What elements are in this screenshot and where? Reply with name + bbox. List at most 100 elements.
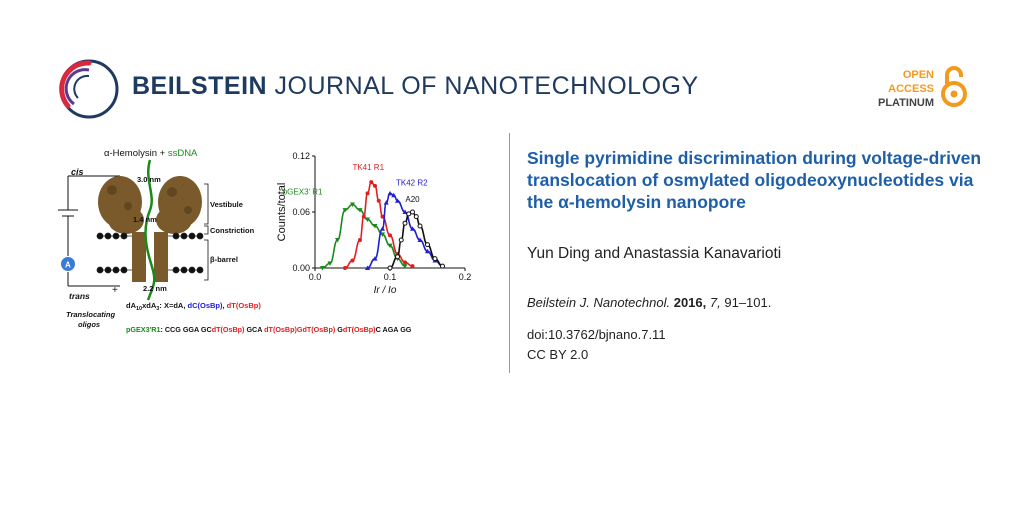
data-point: [372, 224, 378, 229]
data-point: [365, 217, 370, 222]
data-point: [343, 266, 347, 270]
data-point: [395, 254, 400, 260]
data-point: [410, 264, 415, 269]
open-access-badge[interactable]: OPEN ACCESS PLATINUM: [878, 68, 934, 110]
x-tick-label: 0.2: [459, 272, 472, 282]
data-point: [373, 183, 377, 188]
width-mid: 1.4 nm: [133, 215, 157, 224]
data-point: [388, 233, 392, 238]
oa-open: OPEN: [902, 69, 934, 81]
data-point: [403, 260, 407, 265]
histogram-chart: 0.00 0.06 0.12 0.0 0.1 0.2 Counts/total Ir / Io…: [276, 151, 471, 296]
y-axis-label: Counts/total: [276, 183, 288, 242]
width-top: 3.0 nm: [137, 175, 161, 184]
citation-journal: Beilstein J. Nanotechnol.: [527, 295, 671, 310]
series-line: [344, 181, 413, 269]
data-point: [335, 238, 340, 243]
data-point: [410, 209, 415, 215]
data-point: [402, 209, 408, 214]
series-label: A20: [405, 195, 420, 204]
data-point: [406, 211, 412, 217]
data-point: [387, 243, 393, 249]
sequence-part: dT(OsBp): [343, 325, 376, 334]
series-label: TK41 R1: [352, 163, 384, 172]
series-label: pGEX3' R1: [283, 188, 323, 197]
data-point: [402, 264, 408, 269]
diagram-heading-prefix: α-Hemolysin +: [104, 148, 168, 159]
trans-label: trans: [69, 291, 90, 301]
data-point: [376, 198, 381, 203]
circuit: [58, 175, 120, 287]
data-point: [357, 208, 363, 213]
sequence-part: dT(OsBp)GdT(OsBp): [264, 325, 336, 334]
sequence-label: pGEX3'R1: [126, 325, 160, 334]
width-bottom: 2.2 nm: [143, 284, 167, 293]
data-point: [410, 226, 415, 231]
y-tick-label: 0.06: [292, 207, 310, 217]
vertical-divider: [509, 133, 510, 373]
x-tick-label: 0.1: [384, 272, 397, 282]
data-point: [391, 192, 397, 198]
oa-access: ACCESS: [888, 83, 934, 95]
data-point: [425, 242, 430, 248]
article-license[interactable]: CC BY 2.0: [527, 347, 589, 362]
journal-title[interactable]: BEILSTEIN JOURNAL OF NANOTECHNOLOGY: [132, 72, 699, 101]
citation-pages: 91–101.: [724, 295, 772, 310]
data-point: [350, 258, 355, 263]
formula-line: dA10xdA3: X=dA, dC(OsBp), dT(OsBp): [126, 301, 261, 312]
data-point: [365, 191, 370, 196]
ssdna-strand: [144, 159, 156, 301]
sequence-line: pGEX3'R1: CCG GGA GCdT(OsBp) GCA dT(OsBp…: [126, 325, 412, 334]
sequence-part: dT(OsBp): [212, 325, 245, 334]
article-authors: Yun Ding and Anastassia Kanavarioti: [527, 245, 782, 262]
data-point: [398, 237, 404, 243]
journal-title-rest: JOURNAL OF NANOTECHNOLOGY: [267, 72, 699, 100]
data-point: [383, 200, 389, 205]
data-point: [372, 256, 378, 261]
data-point: [380, 232, 385, 237]
open-access-lock-icon: [941, 66, 967, 107]
cis-label: cis: [71, 167, 84, 177]
citation-volume: 7,: [709, 295, 721, 310]
data-point: [413, 214, 419, 220]
article-citation: Beilstein J. Nanotechnol. 2016, 7, 91–10…: [527, 295, 771, 310]
diagram-heading-ssdna: ssDNA: [168, 148, 198, 159]
data-point: [395, 198, 400, 203]
region-brackets: [204, 183, 209, 281]
data-point: [417, 237, 423, 242]
data-point: [327, 261, 333, 266]
data-point: [380, 226, 385, 231]
plus-sign: +: [112, 285, 118, 296]
series-label: TK42 R2: [396, 178, 428, 187]
y-tick-label: 0.00: [292, 263, 310, 273]
data-point: [350, 202, 355, 208]
beta-barrel-label: β-barrel: [210, 255, 238, 264]
data-point: [417, 223, 423, 229]
data-point: [402, 220, 408, 226]
translocating-label: Translocating: [66, 310, 115, 319]
y-tick-label: 0.12: [292, 151, 310, 161]
citation-year: 2016,: [673, 295, 707, 310]
data-point: [387, 190, 393, 196]
lipid-bilayer: [96, 232, 204, 274]
x-tick-label: 0.0: [309, 272, 322, 282]
series-line: [322, 203, 406, 269]
oa-tier: PLATINUM: [877, 97, 934, 109]
sequence-part: C AGA GG: [376, 325, 412, 334]
x-axis-label: Ir / Io: [374, 285, 397, 296]
journal-title-bold: BEILSTEIN: [132, 72, 268, 100]
graphical-abstract: α-Hemolysin + ssDNA A cis trans - + 3.: [58, 148, 471, 334]
data-point: [387, 265, 393, 271]
sequence-part: G: [335, 325, 343, 334]
diagram-heading: α-Hemolysin + ssDNA: [104, 148, 198, 159]
data-point: [361, 214, 366, 219]
data-point: [440, 263, 445, 269]
article-doi[interactable]: doi:10.3762/bjnano.7.11: [527, 327, 666, 342]
ammeter-icon: [61, 257, 75, 271]
data-point: [342, 208, 348, 213]
sequence-part: GCA: [244, 325, 264, 334]
article-title[interactable]: Single pyrimidine discrimination during …: [527, 148, 982, 212]
data-point: [425, 248, 430, 254]
journal-logo-icon: [59, 59, 119, 119]
data-point: [369, 180, 374, 185]
